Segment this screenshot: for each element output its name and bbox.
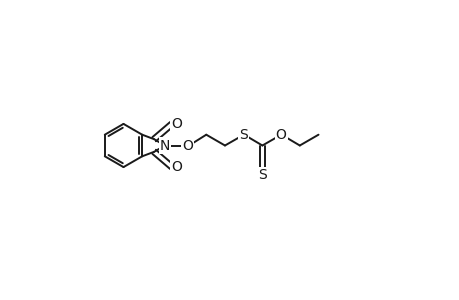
Text: O: O xyxy=(182,139,193,152)
Text: O: O xyxy=(171,117,182,131)
Text: N: N xyxy=(159,139,170,152)
Text: S: S xyxy=(257,168,266,182)
Text: S: S xyxy=(239,128,247,142)
Text: O: O xyxy=(275,128,286,142)
Text: O: O xyxy=(171,160,182,174)
